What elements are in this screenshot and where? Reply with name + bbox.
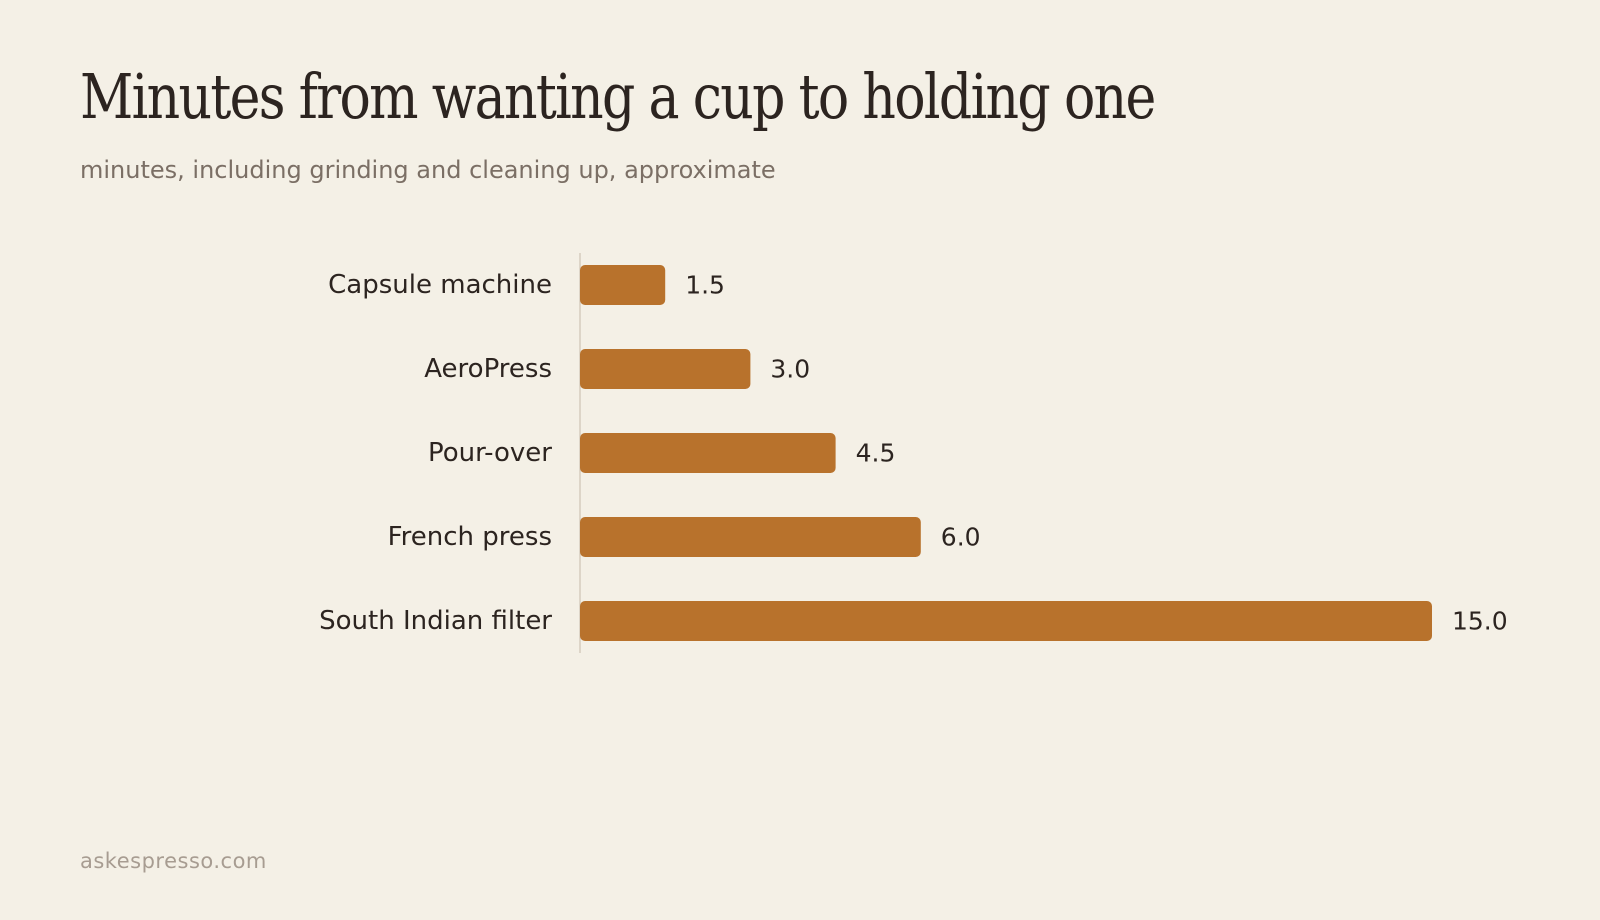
category-label: South Indian filter bbox=[319, 606, 552, 636]
category-label: AeroPress bbox=[424, 354, 552, 384]
value-label: 3.0 bbox=[770, 355, 810, 384]
category-label: French press bbox=[388, 522, 552, 552]
chart-subtitle: minutes, including grinding and cleaning… bbox=[80, 156, 776, 184]
value-label: 4.5 bbox=[856, 439, 896, 468]
bar bbox=[580, 601, 1432, 641]
source-credit: askespresso.com bbox=[80, 849, 267, 873]
chart-title: Minutes from wanting a cup to holding on… bbox=[80, 60, 1156, 133]
bars-group: Capsule machine 1.5 AeroPress 3.0 Pour-over 4… bbox=[319, 265, 1508, 641]
bar bbox=[580, 517, 921, 557]
value-label: 15.0 bbox=[1452, 607, 1508, 636]
value-label: 6.0 bbox=[941, 523, 981, 552]
bar bbox=[580, 349, 751, 389]
bar bbox=[580, 433, 836, 473]
category-label: Pour-over bbox=[428, 438, 552, 468]
value-label: 1.5 bbox=[685, 271, 725, 300]
bar bbox=[580, 265, 666, 305]
category-label: Capsule machine bbox=[328, 270, 552, 300]
